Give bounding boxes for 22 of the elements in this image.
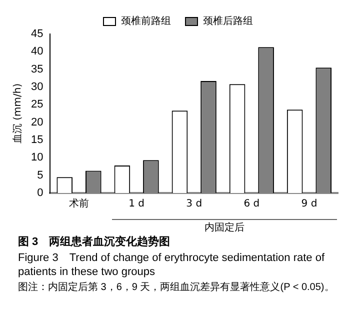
x-tick-label: 术前 <box>69 198 90 210</box>
x-tick-label: 3 d <box>186 198 202 210</box>
x-tick-label: 6 d <box>244 198 260 210</box>
text: 图注：内固定后第 3，6，9 天，两组血沉差异有显著性意义(P < 0.05)。 <box>18 281 336 295</box>
y-tick-label: 25 <box>30 98 44 111</box>
y-tick-label: 40 <box>30 46 44 58</box>
y-tick-label: 5 <box>37 169 44 182</box>
text: 图 3 两组患者血沉变化趋势图 <box>18 235 172 249</box>
y-tick-label: 10 <box>30 152 44 164</box>
legend-label: 颈椎前路组 <box>121 14 171 28</box>
y-tick-label: 0 <box>37 187 44 200</box>
text: Figure 3 Trend of change of erythrocyte sedimentation rate of patients in these two groups <box>18 251 326 279</box>
y-axis-title: 血沉 (mm/h) <box>12 83 24 144</box>
legend-label: 颈椎后路组 <box>203 14 253 28</box>
y-tick-label: 15 <box>30 134 44 146</box>
x-tick-label: 1 d <box>128 198 145 210</box>
y-tick-label: 35 <box>30 63 44 76</box>
y-tick-label: 30 <box>30 81 44 94</box>
x-tick-label: 9 d <box>301 198 318 210</box>
x-axis-title: 内固定后 <box>204 222 244 234</box>
y-tick-label: 45 <box>30 28 44 40</box>
y-tick-label: 20 <box>30 116 44 128</box>
